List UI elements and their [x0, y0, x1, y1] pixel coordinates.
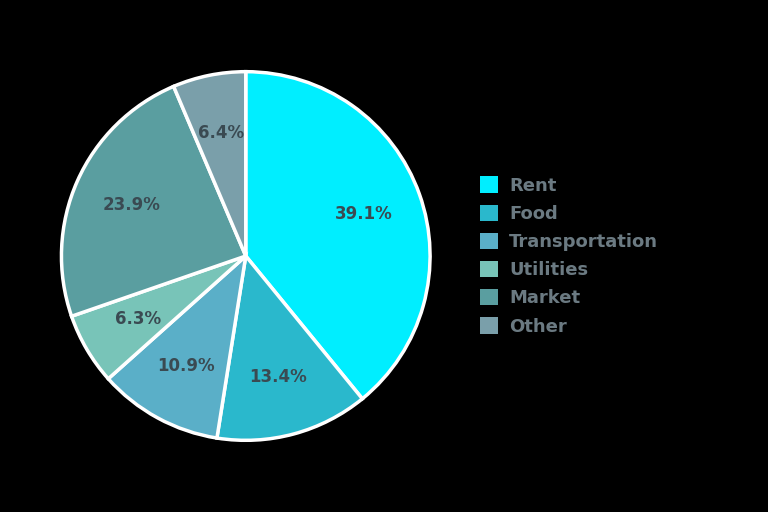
Wedge shape	[217, 256, 362, 440]
Text: 6.4%: 6.4%	[197, 124, 243, 142]
Text: 6.3%: 6.3%	[114, 310, 161, 329]
Wedge shape	[71, 256, 246, 379]
Text: 39.1%: 39.1%	[335, 205, 392, 223]
Text: 10.9%: 10.9%	[157, 357, 214, 375]
Text: 13.4%: 13.4%	[250, 368, 307, 386]
Wedge shape	[246, 72, 430, 399]
Wedge shape	[108, 256, 246, 438]
Legend: Rent, Food, Transportation, Utilities, Market, Other: Rent, Food, Transportation, Utilities, M…	[471, 167, 667, 345]
Wedge shape	[61, 87, 246, 316]
Text: 23.9%: 23.9%	[102, 196, 161, 214]
Wedge shape	[174, 72, 246, 256]
